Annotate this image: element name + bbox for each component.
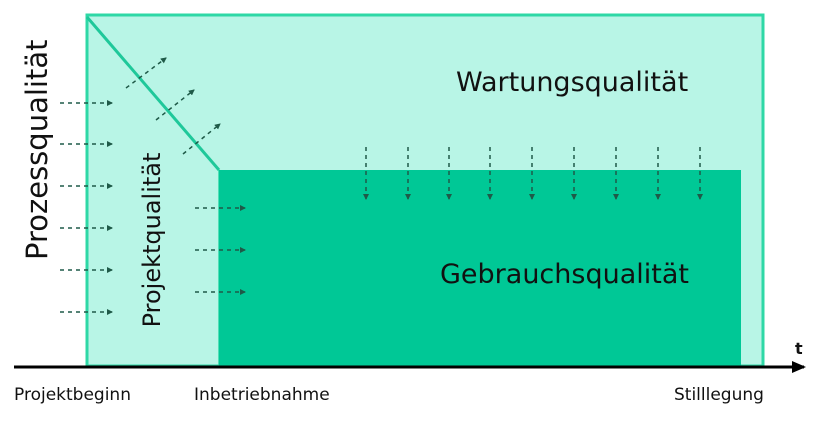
projektbeginn-label: Projektbeginn	[14, 385, 131, 405]
usage-quality-region	[219, 170, 741, 366]
maintenance-arrows	[363, 147, 703, 200]
diagonal-arrow	[125, 57, 167, 89]
project-quality-arrows	[195, 205, 246, 295]
project-quality-boundary	[85, 16, 221, 171]
diagonal-arrow	[155, 89, 195, 121]
maintenance-quality-label: Wartungsqualität	[456, 67, 689, 98]
process-quality-arrows	[60, 100, 113, 315]
time-axis-label: t	[795, 339, 803, 358]
diagonal-arrows	[125, 57, 221, 155]
stilllegung-label: Stilllegung	[674, 385, 764, 405]
usage-quality-label: Gebrauchsqualität	[440, 259, 689, 290]
process-quality-label: Prozessqualität	[20, 39, 54, 260]
inbetriebnahme-label: Inbetriebnahme	[194, 385, 330, 405]
project-quality-label: Projektqualität	[138, 152, 166, 328]
